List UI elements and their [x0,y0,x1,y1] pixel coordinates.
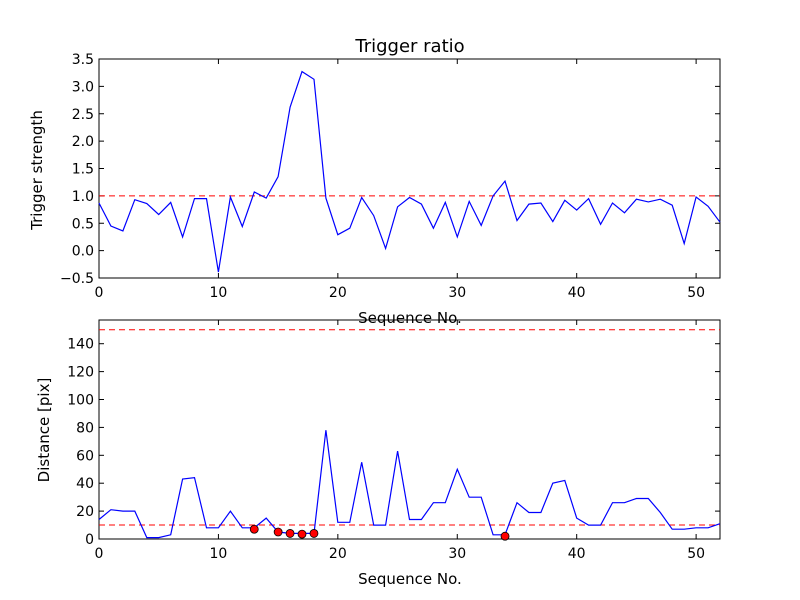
y-tick-label: 20 [76,504,94,520]
y-tick-label: 60 [76,448,94,464]
x-tick-label: 40 [568,285,586,301]
y-tick-label: 2.0 [72,134,94,150]
plot-frame [98,319,721,540]
y-tick-label: 0.5 [72,216,94,232]
x-tick-label: 20 [329,546,347,562]
x-axis-label: Sequence No. [358,309,462,327]
y-tick-label: 3.0 [72,79,94,95]
data-point-marker [249,524,259,534]
x-tick-label: 10 [210,285,228,301]
x-axis-label: Sequence No. [358,570,462,588]
x-tick-label: 0 [95,285,104,301]
x-tick-label: 30 [448,285,466,301]
x-tick-label: 50 [687,285,705,301]
data-point-marker [297,529,307,539]
y-tick-label: 40 [76,476,94,492]
x-tick-label: 30 [448,546,466,562]
y-tick-label: 80 [76,420,94,436]
x-tick-label: 0 [95,546,104,562]
data-point-marker [309,529,319,538]
y-tick-label: 3.5 [72,52,94,68]
y-tick-label: −0.5 [60,271,94,287]
y-tick-label: 0.0 [72,244,94,260]
distance-plot: Distance [pix] Sequence No. 0 10 20 30 40 50 0… [35,319,721,588]
y-axis-label: Distance [pix] [35,378,53,483]
y-tick-label: 2.5 [72,107,94,123]
data-point-marker [285,529,295,538]
y-tick-label: 1.0 [72,189,94,205]
y-tick-label: 120 [67,365,94,381]
y-tick-label: 0 [85,532,94,548]
series-line [98,70,721,273]
y-tick-label: 1.5 [72,162,94,178]
trigger-ratio-plot: Trigger ratio Trigger strength Sequence … [28,36,721,327]
x-tick-label: 40 [568,546,586,562]
x-tick-label: 50 [687,546,705,562]
y-tick-label: 100 [67,393,94,409]
x-tick-label: 20 [329,285,347,301]
data-point-marker [273,527,283,537]
y-tick-label: 140 [67,337,94,353]
y-axis-label: Trigger strength [28,110,46,231]
data-point-marker [500,531,510,541]
chart-title: Trigger ratio [354,36,464,57]
x-tick-label: 10 [210,546,228,562]
series-line [98,430,721,539]
